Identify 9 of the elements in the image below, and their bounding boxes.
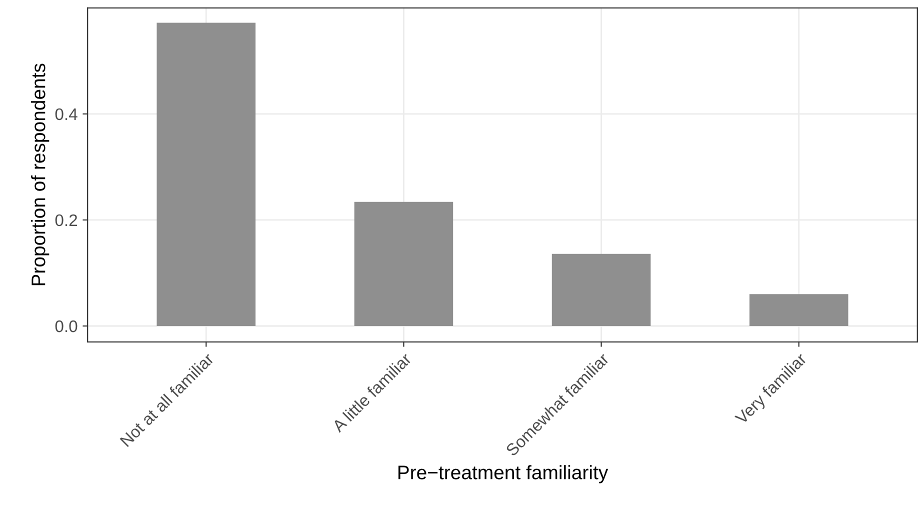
x-axis-title: Pre−treatment familiarity — [398, 465, 608, 484]
y-tick-label: 0.2 — [55, 214, 78, 226]
bar — [156, 22, 256, 326]
bar — [354, 202, 454, 326]
bar — [749, 294, 848, 326]
y-axis-title: Proportion of respondents — [31, 64, 50, 286]
y-tick-label: 0.4 — [55, 108, 78, 120]
bar — [552, 254, 651, 326]
y-tick-label: 0.0 — [55, 320, 78, 332]
